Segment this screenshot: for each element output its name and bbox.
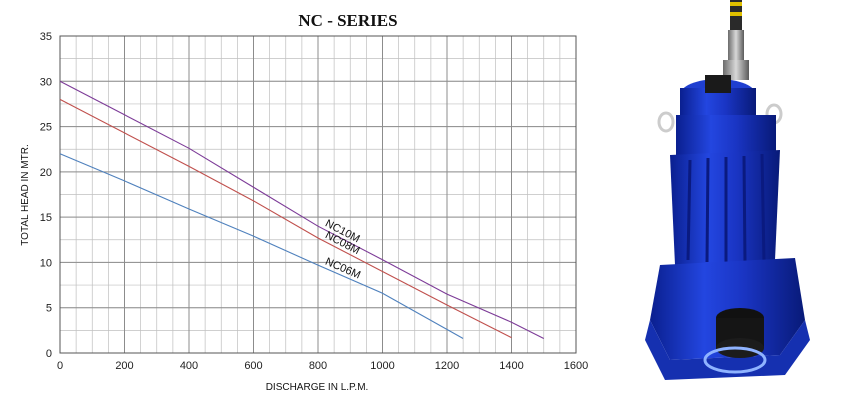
axes: 0 200 400 600 800 1000 1200 1400 1600 0 5 10 15 20 25 3… bbox=[40, 31, 588, 372]
x-tick-label: 600 bbox=[244, 360, 262, 372]
series-line-nc06m bbox=[59, 153, 464, 339]
series-label-nc06m: NC06M bbox=[323, 256, 362, 282]
line-chart: NC - SERIES 0 200 400 600 800 1000 1200 1400 160… bbox=[20, 11, 588, 393]
x-tick-label: 1600 bbox=[564, 360, 588, 372]
y-tick-label: 10 bbox=[40, 257, 52, 269]
y-tick-label: 30 bbox=[40, 76, 52, 88]
y-tick-label: 5 bbox=[46, 303, 52, 315]
y-tick-label: 25 bbox=[40, 122, 52, 134]
x-tick-label: 1000 bbox=[370, 360, 394, 372]
x-tick-label: 400 bbox=[180, 360, 198, 372]
x-tick-label: 1400 bbox=[499, 360, 523, 372]
series-line-nc08m bbox=[59, 98, 512, 339]
series-line-nc10m bbox=[59, 80, 544, 339]
chart-title: NC - SERIES bbox=[298, 11, 397, 30]
x-tick-label: 800 bbox=[309, 360, 327, 372]
plot-frame bbox=[59, 35, 577, 354]
y-axis-title: TOTAL HEAD IN MTR. bbox=[20, 144, 31, 246]
submersible-pump-icon bbox=[645, 0, 810, 380]
y-tick-label: 15 bbox=[40, 212, 52, 224]
series-group bbox=[59, 80, 544, 339]
y-tick-label: 35 bbox=[40, 31, 52, 43]
x-tick-label: 0 bbox=[57, 360, 63, 372]
y-tick-label: 20 bbox=[40, 167, 52, 179]
x-tick-label: 200 bbox=[115, 360, 133, 372]
x-tick-label: 1200 bbox=[435, 360, 459, 372]
y-tick-label: 0 bbox=[46, 348, 52, 360]
grid bbox=[59, 35, 577, 354]
x-axis-title: DISCHARGE IN L.P.M. bbox=[266, 382, 369, 393]
